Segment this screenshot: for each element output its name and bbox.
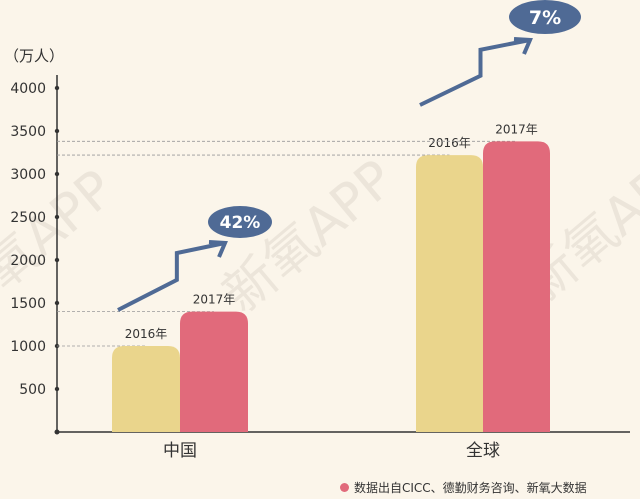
growth-label: 42% <box>220 213 261 233</box>
y-axis-label: （万人） <box>4 47 64 65</box>
source-note: 数据出自CICC、德勤财务咨询、新氧大数据 <box>340 479 587 496</box>
source-text: 数据出自CICC、德勤财务咨询、新氧大数据 <box>354 481 587 495</box>
growth-badge <box>509 0 581 34</box>
y-tick-label: 1000 <box>10 339 46 355</box>
bar-label: 2017年 <box>495 122 538 136</box>
bar-中国-2017年 <box>180 311 248 432</box>
y-tick <box>54 128 60 134</box>
y-tick <box>54 214 60 220</box>
growth-badge <box>208 206 272 238</box>
y-tick <box>54 85 60 91</box>
y-tick-label: 4000 <box>10 81 46 97</box>
growth-arrow <box>419 38 531 107</box>
y-tick-label: 1500 <box>10 296 46 312</box>
bar-全球-2017年 <box>483 141 550 432</box>
y-tick-label: 2000 <box>10 253 46 269</box>
arrow-head-icon <box>208 240 228 258</box>
category-label: 中国 <box>163 441 197 461</box>
bar-全球-2016年 <box>416 155 483 432</box>
bar-中国-2016年 <box>112 346 180 432</box>
y-tick <box>54 171 60 177</box>
arrow-head-icon <box>513 37 533 55</box>
y-tick-label: 500 <box>19 382 46 398</box>
y-tick <box>54 300 60 306</box>
y-tick <box>54 386 60 392</box>
legend-dot-icon <box>340 483 349 492</box>
y-tick-label: 2500 <box>10 210 46 226</box>
y-tick-label: 3000 <box>10 167 46 183</box>
growth-arrow <box>117 241 226 312</box>
bar-label: 2016年 <box>428 136 471 150</box>
bar-label: 2016年 <box>125 327 168 341</box>
category-label: 全球 <box>466 441 500 461</box>
y-tick-label: 3500 <box>10 124 46 140</box>
axis-origin <box>54 429 60 435</box>
y-tick <box>54 257 60 263</box>
bar-label: 2017年 <box>193 293 236 307</box>
growth-label: 7% <box>529 7 561 29</box>
